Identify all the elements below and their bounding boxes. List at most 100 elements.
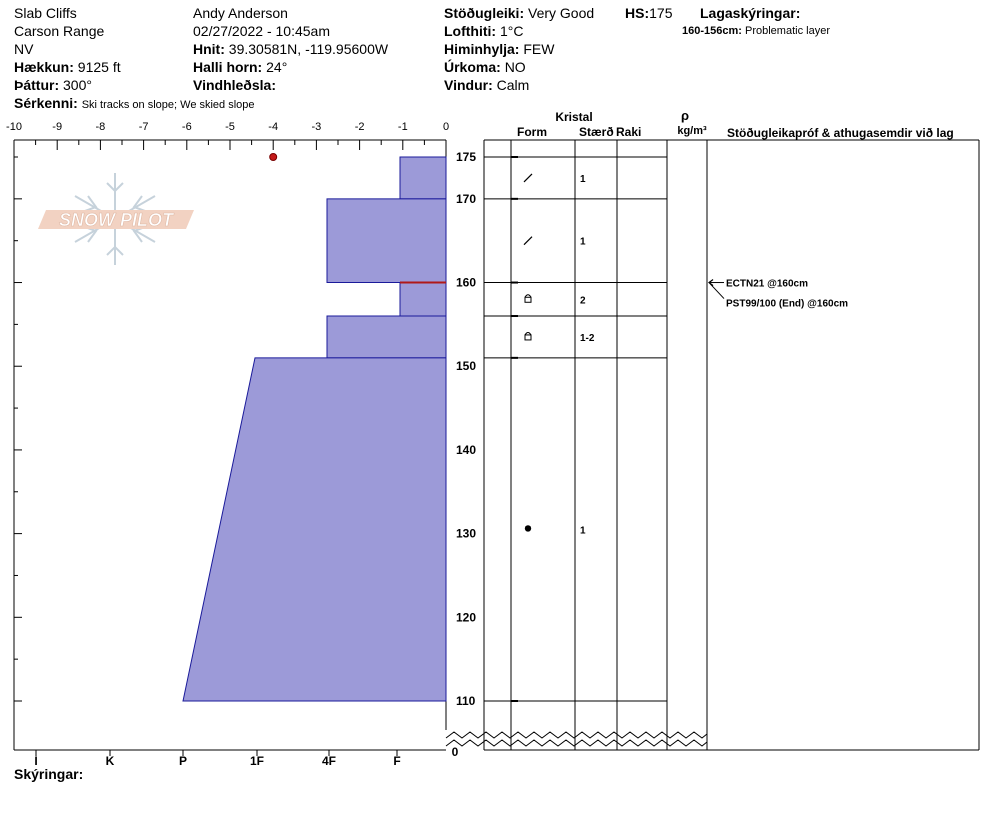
hardness-tick-label: 4F xyxy=(322,754,336,768)
hardness-tick-label: I xyxy=(34,754,37,768)
logo-banner xyxy=(38,210,194,229)
air-temp-value: 1°C xyxy=(499,23,524,39)
layer-notes-range: 160-156cm: xyxy=(682,25,742,37)
size-header: Stærð xyxy=(579,125,614,139)
air-temp-label: Lofthiti: xyxy=(444,23,497,39)
sky-row: Himinhylja: FEW xyxy=(444,40,594,58)
height-tick-label: 160 xyxy=(456,276,476,290)
density-symbol: ρ xyxy=(681,108,689,123)
stability-tests-header: Stöðugleikapróf & athugasemdir við lag xyxy=(727,126,954,140)
faceted-crystal-icon xyxy=(524,331,532,341)
precip-label: Úrkoma: xyxy=(444,59,501,75)
hs-value: 175 xyxy=(649,5,673,21)
crystal-grid xyxy=(483,139,980,751)
logo-text: SNOW PILOT xyxy=(59,210,175,230)
height-tick-label: 140 xyxy=(456,443,476,457)
crystal-size: 1 xyxy=(580,174,586,185)
stability-value: Very Good xyxy=(528,5,595,21)
height-tick-label: 120 xyxy=(456,610,476,624)
crystal-size: 1 xyxy=(580,237,586,248)
test-arrow-icon xyxy=(708,279,714,286)
mountain-range: Carson Range xyxy=(14,23,105,39)
state: NV xyxy=(14,41,34,57)
sky-label: Himinhylja: xyxy=(444,41,520,57)
wind-loading-label: Vindhleðsla: xyxy=(193,77,276,93)
stability-test-label: PST99/100 (End) @160cm xyxy=(726,299,848,310)
elevation-row: Hækkun: 9125 ft xyxy=(14,58,255,76)
hardness-layer xyxy=(182,357,447,702)
wind-loading-row: Vindhleðsla: xyxy=(193,76,388,94)
coords-label: Hnit: xyxy=(193,41,225,57)
stability-test-label: ECTN21 @160cm xyxy=(726,279,808,290)
temperature-tick-label: -5 xyxy=(225,121,235,133)
stability-row: Stöðugleiki: Very Good xyxy=(444,4,594,22)
elevation-value: 9125 ft xyxy=(77,59,121,75)
moisture-header: Raki xyxy=(616,125,641,139)
layer-notes-label: Lagaskýringar: xyxy=(700,5,801,21)
observation-datetime: 02/27/2022 - 10:45am xyxy=(193,23,330,39)
temperature-tick-label: -8 xyxy=(96,121,106,133)
slope-value: 24° xyxy=(266,59,288,75)
hardness-tick-label: P xyxy=(179,754,187,768)
hardness-layer xyxy=(326,198,447,284)
elevation-label: Hækkun: xyxy=(14,59,74,75)
wind-value: Calm xyxy=(496,77,530,93)
crystal-header: Kristal xyxy=(555,110,592,124)
temperature-tick-label: -3 xyxy=(312,121,322,133)
notes-label: Skýringar: xyxy=(14,766,84,782)
decomposing-crystal-icon xyxy=(523,173,533,183)
axis-break-lower xyxy=(445,739,708,747)
hardness-tick-label: F xyxy=(393,754,400,768)
temperature-tick-label: -9 xyxy=(52,121,62,133)
axis-break-upper xyxy=(445,731,708,739)
crystal-size: 2 xyxy=(580,295,586,306)
air-temp-row: Lofthiti: 1°C xyxy=(444,22,594,40)
temperature-tick-label: -6 xyxy=(182,121,192,133)
temperature-tick-label: -2 xyxy=(355,121,365,133)
density-unit: kg/m³ xyxy=(677,125,707,137)
features-row: Sérkenni: Ski tracks on slope; We skied … xyxy=(14,94,255,114)
snowpilot-logo: SNOW PILOT xyxy=(38,173,194,265)
precip-row: Úrkoma: NO xyxy=(444,58,594,76)
aspect-value: 300° xyxy=(63,77,92,93)
wind-label: Vindur: xyxy=(444,77,493,93)
height-tick-label: 130 xyxy=(456,527,476,541)
hardness-layer xyxy=(399,282,447,317)
hardness-layer xyxy=(399,156,447,200)
temperature-tick-label: -7 xyxy=(139,121,149,133)
form-header: Form xyxy=(517,125,547,139)
hardness-tick-label: 1F xyxy=(250,754,264,768)
temperature-tick-label: -10 xyxy=(6,121,22,133)
aspect-row: Þáttur: 300° xyxy=(14,76,255,94)
height-break-label: 0 xyxy=(452,745,459,759)
sky-value: FEW xyxy=(523,41,555,57)
wind-row: Vindur: Calm xyxy=(444,76,594,94)
features-value: Ski tracks on slope; We skied slope xyxy=(81,99,255,111)
temperature-point xyxy=(269,153,278,161)
hardness-layer xyxy=(326,315,447,359)
aspect-label: Þáttur: xyxy=(14,77,60,93)
height-tick-label: 110 xyxy=(456,694,476,708)
crystal-size: 1 xyxy=(580,525,586,536)
coords-value: 39.30581N, -119.95600W xyxy=(228,41,389,57)
stability-label: Stöðugleiki: xyxy=(444,5,525,21)
hardness-tick-label: K xyxy=(106,754,115,768)
features-label: Sérkenni: xyxy=(14,95,78,111)
decomposing-crystal-icon xyxy=(523,236,533,246)
height-tick-label: 170 xyxy=(456,192,476,206)
location-name: Slab Cliffs xyxy=(14,5,77,21)
temperature-tick-label: -4 xyxy=(268,121,278,133)
height-tick-label: 175 xyxy=(456,150,476,164)
slope-label: Halli horn: xyxy=(193,59,263,75)
hs-label: HS: xyxy=(625,5,650,21)
test-pointer xyxy=(708,282,725,299)
observer-name: Andy Anderson xyxy=(193,5,288,21)
melt-crystal-icon xyxy=(524,525,532,532)
coordinates-row: Hnit: 39.30581N, -119.95600W xyxy=(193,40,388,58)
precip-value: NO xyxy=(504,59,526,75)
slope-row: Halli horn: 24° xyxy=(193,58,388,76)
height-tick-label: 150 xyxy=(456,359,476,373)
temperature-tick-label: 0 xyxy=(443,121,449,133)
layer-notes-text: Problematic layer xyxy=(745,25,830,37)
